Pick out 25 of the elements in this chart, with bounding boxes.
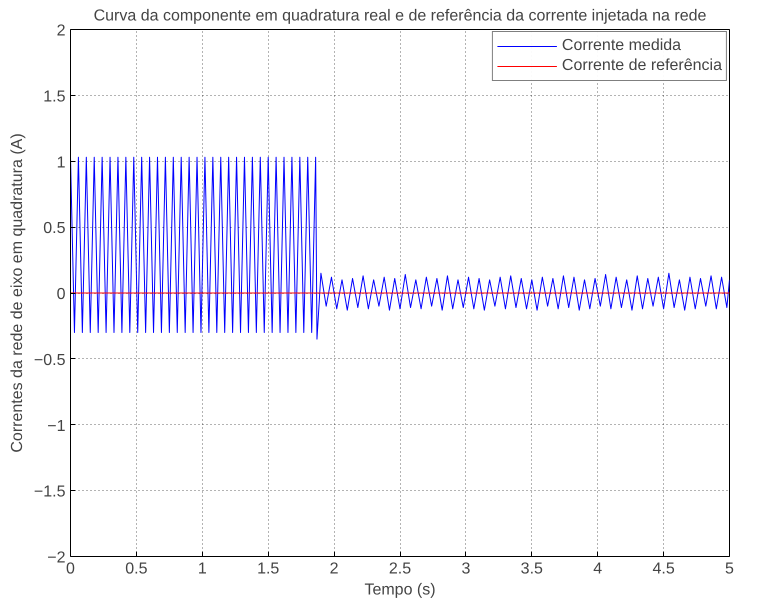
x-tick-label: 4.5 xyxy=(652,560,675,578)
x-axis-title: Tempo (s) xyxy=(364,582,436,598)
x-tick-label: 0.5 xyxy=(125,560,148,578)
x-tick-label: 5 xyxy=(725,560,734,578)
y-tick-label: 1.5 xyxy=(43,88,66,106)
y-tick-label: 0.5 xyxy=(43,220,66,238)
line-series xyxy=(70,156,730,340)
x-tick-label: 1 xyxy=(198,560,207,578)
y-tick-label: −2 xyxy=(47,550,66,566)
y-tick-label: 0 xyxy=(56,286,66,303)
x-tick-label: 4 xyxy=(593,560,602,578)
y-tick-label: 1 xyxy=(56,154,66,172)
y-tick-label: −1.5 xyxy=(34,484,66,501)
chart-title: Curva da componente em quadratura real e de referência da corrente injetada na rede xyxy=(94,8,707,24)
y-tick-label: 2 xyxy=(56,22,66,40)
y-axis-title: Correntes da rede de eixo em quadratura (A) xyxy=(8,133,26,453)
x-tick-label: 2.5 xyxy=(388,560,412,578)
x-tick-label: 3 xyxy=(461,560,470,578)
x-tick-label: 3.5 xyxy=(520,560,544,578)
legend-label: Corrente de referência xyxy=(562,57,722,75)
x-tick-label: 2 xyxy=(330,560,339,578)
y-tick-label: −1 xyxy=(47,418,66,435)
legend-label: Corrente medida xyxy=(562,37,682,55)
y-tick-label: −0.5 xyxy=(34,352,66,369)
x-tick-label: 1.5 xyxy=(257,560,280,578)
